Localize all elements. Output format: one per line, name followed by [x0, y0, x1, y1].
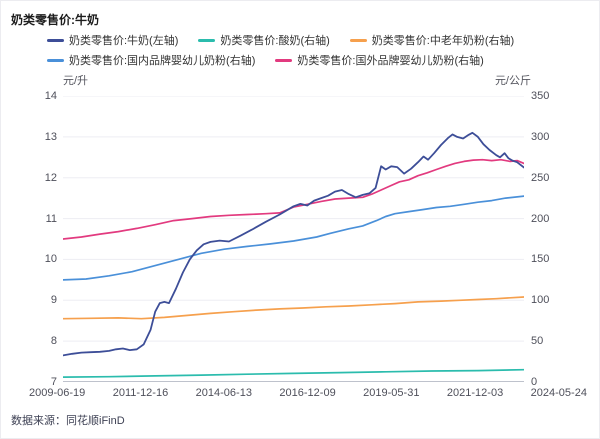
left-tick-label: 7 [50, 376, 57, 388]
right-tick-label: 0 [531, 376, 538, 388]
left-tick-label: 13 [44, 130, 57, 143]
x-tick-label: 2014-06-13 [195, 387, 252, 399]
legend-item-yogurt[interactable]: 奶类零售价:酸奶(右轴) [198, 32, 330, 48]
left-tick-label: 8 [50, 335, 57, 348]
left-tick-label: 11 [45, 212, 57, 225]
legend-line-marker [47, 58, 64, 62]
left-tick-label: 10 [44, 253, 57, 266]
x-tick-label: 2021-12-03 [446, 387, 504, 399]
series-line-foreign-infant-formula [63, 158, 524, 240]
legend-label: 奶类零售价:国外品牌婴幼儿奶粉(右轴) [297, 55, 484, 67]
legend-line-marker [275, 58, 293, 62]
chart-legend: 奶类零售价:牛奶(左轴) 奶类零售价:酸奶(右轴) 奶类零售价:中老年奶粉(右轴) 奶… [47, 32, 587, 72]
left-axis-unit: 元/升 [63, 75, 89, 87]
legend-item-senior-milk-powder[interactable]: 奶类零售价:中老年奶粉(右轴) [349, 32, 515, 48]
chart-title: 奶类零售价:牛奶 [11, 13, 99, 27]
legend-line-marker [47, 38, 64, 42]
x-tick-label: 2024-05-24 [530, 387, 587, 399]
series-line-yogurt [63, 368, 524, 378]
left-tick-label: 14 [44, 90, 57, 102]
legend-label: 奶类零售价:酸奶(右轴) [220, 35, 330, 47]
x-tick-label: 2016-12-09 [279, 387, 336, 399]
x-tick-label: 2019-05-31 [363, 387, 420, 399]
axis-units-row: 元/升 元/公斤 [63, 72, 531, 88]
legend-line-marker [198, 38, 216, 42]
right-tick-label: 200 [531, 212, 550, 225]
right-tick-label: 50 [531, 335, 544, 348]
plot-area [63, 96, 524, 382]
legend-label: 奶类零售价:中老年奶粉(右轴) [371, 35, 515, 47]
legend-item-domestic-infant-formula[interactable]: 奶类零售价:国内品牌婴幼儿奶粉(右轴) [47, 52, 255, 68]
right-axis-unit: 元/公斤 [494, 75, 531, 87]
left-tick-label: 12 [44, 171, 57, 184]
x-tick-label: 2009-06-19 [29, 387, 86, 399]
legend-label: 奶类零售价:牛奶(左轴) [69, 35, 179, 47]
legend-label: 奶类零售价:国内品牌婴幼儿奶粉(右轴) [69, 55, 256, 67]
legend-item-milk[interactable]: 奶类零售价:牛奶(左轴) [47, 32, 178, 48]
right-tick-label: 250 [531, 171, 550, 184]
x-axis-labels: 2009-06-19 2011-12-16 2014-06-13 2016-12-09… [29, 387, 587, 399]
legend-row: 奶类零售价:牛奶(左轴) 奶类零售价:酸奶(右轴) 奶类零售价:中老年奶粉(右轴) [47, 32, 587, 48]
legend-line-marker [349, 38, 367, 42]
x-tick-label: 2011-12-16 [112, 387, 169, 399]
legend-row: 奶类零售价:国内品牌婴幼儿奶粉(右轴) 奶类零售价:国外品牌婴幼儿奶粉(右轴) [47, 52, 587, 68]
legend-item-foreign-infant-formula[interactable]: 奶类零售价:国外品牌婴幼儿奶粉(右轴) [275, 52, 484, 68]
series-line-milk [63, 131, 524, 357]
series-line-domestic-infant-formula [63, 195, 524, 281]
right-tick-label: 100 [531, 294, 550, 307]
right-tick-label: 300 [531, 130, 550, 143]
data-source-note: 数据来源：同花顺iFinD [11, 415, 125, 427]
right-tick-label: 150 [531, 253, 550, 266]
right-tick-label: 350 [531, 90, 550, 102]
left-tick-label: 9 [50, 294, 57, 307]
